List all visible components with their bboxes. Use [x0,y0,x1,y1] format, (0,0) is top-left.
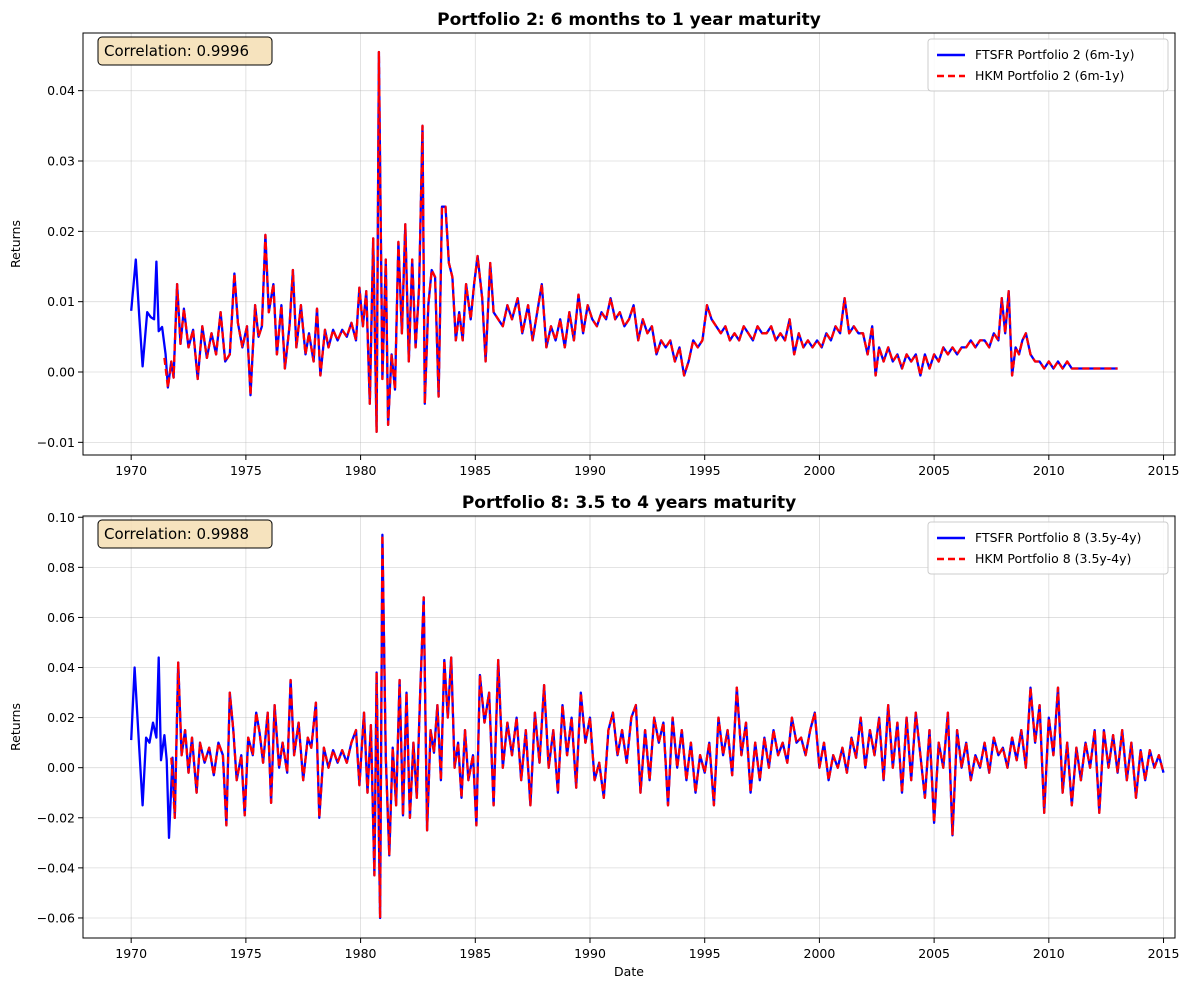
x-tick-label: 1980 [345,946,377,961]
y-tick-label: −0.06 [37,910,75,925]
y-tick-label: 0.08 [47,560,75,575]
x-tick-label: 2015 [1148,946,1180,961]
annotation-box [97,519,273,549]
y-tick-label: 0.04 [47,660,75,675]
x-tick-label: 2005 [918,946,950,961]
correlation-annotation: Correlation: 0.9988 [97,519,273,549]
annotation-text: Correlation: 0.9988 [104,525,249,543]
y-axis-label: Returns [8,703,23,751]
legend-box [927,38,1169,92]
legend-label-hkm: HKM Portfolio 2 (6m-1y) [975,68,1124,83]
plot-frame [82,32,1176,456]
y-tick-label: 0.00 [47,365,75,380]
y-tick-label: −0.01 [37,435,75,450]
legend: FTSFR Portfolio 8 (3.5y-4y) HKM Portfoli… [927,521,1169,575]
x-tick-label: 2010 [1033,463,1065,478]
y-axis: −0.01 0.00 0.01 0.02 0.03 0.04 [37,83,83,450]
y-tick-label: −0.02 [37,810,75,825]
x-tick-label: 1985 [459,463,491,478]
annotation-text: Correlation: 0.9996 [104,42,249,60]
correlation-annotation: Correlation: 0.9996 [97,36,273,66]
x-tick-label: 1990 [574,463,606,478]
x-axis: 1970 1975 1980 1985 1990 1995 2000 2005 2010 2015 [115,455,1179,478]
x-tick-label: 2000 [804,946,836,961]
x-tick-label: 1970 [115,463,147,478]
x-tick-label: 1990 [574,946,606,961]
x-tick-label: 2000 [804,463,836,478]
y-tick-label: 0.06 [47,610,75,625]
chart-title: Portfolio 8: 3.5 to 4 years maturity [462,493,796,513]
y-tick-label: 0.01 [47,294,75,309]
annotation-box [97,36,273,66]
chart-title: Portfolio 2: 6 months to 1 year maturity [437,10,821,30]
x-tick-label: 2005 [918,463,950,478]
series-line-hkm [170,533,1165,920]
y-tick-label: 0.04 [47,83,75,98]
series-line-hkm [163,50,1118,433]
y-tick-label: 0.00 [47,760,75,775]
y-tick-label: −0.04 [37,860,75,875]
legend-label-ftsfr: FTSFR Portfolio 8 (3.5y-4y) [975,530,1141,545]
y-tick-label: 0.03 [47,154,75,169]
series-lines [130,50,1118,433]
series-lines [130,533,1165,920]
y-axis-label: Returns [8,220,23,268]
chart-panel-portfolio-2: Portfolio 2: 6 months to 1 year maturity… [8,10,1179,478]
y-tick-label: 0.02 [47,224,75,239]
legend-box [927,521,1169,575]
y-axis: −0.06 −0.04 −0.02 0.00 0.02 0.04 0.06 0.08 0.10 [37,510,83,925]
y-tick-label: 0.02 [47,710,75,725]
grid [83,33,1175,455]
plot-frame [82,515,1176,939]
x-axis-label: Date [614,964,644,979]
x-tick-label: 1970 [115,946,147,961]
grid [83,516,1175,938]
legend: FTSFR Portfolio 2 (6m-1y) HKM Portfolio … [927,38,1169,92]
x-tick-label: 1975 [230,946,262,961]
x-tick-label: 1975 [230,463,262,478]
x-tick-label: 2015 [1148,463,1180,478]
x-tick-label: 1980 [345,463,377,478]
legend-label-ftsfr: FTSFR Portfolio 2 (6m-1y) [975,47,1134,62]
legend-label-hkm: HKM Portfolio 8 (3.5y-4y) [975,551,1131,566]
x-axis: 1970 1975 1980 1985 1990 1995 2000 2005 2010 2015 [115,938,1179,961]
y-tick-label: 0.10 [47,510,75,525]
x-tick-label: 1995 [689,946,721,961]
x-tick-label: 1985 [459,946,491,961]
x-tick-label: 1995 [689,463,721,478]
chart-panel-portfolio-8: Portfolio 8: 3.5 to 4 years maturity 197… [8,493,1179,979]
x-tick-label: 2010 [1033,946,1065,961]
